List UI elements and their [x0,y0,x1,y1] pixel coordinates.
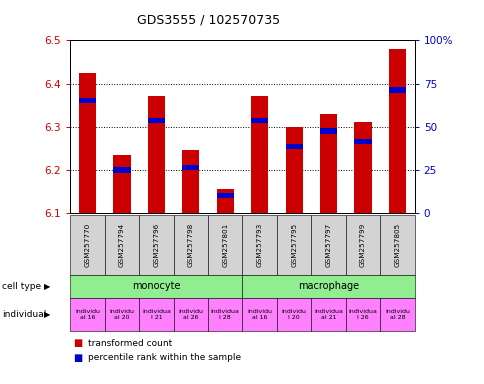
Text: individu
l 20: individu l 20 [281,310,306,320]
Bar [182,165,199,170]
Bar [148,118,165,123]
Bar [388,49,405,213]
Text: GSM257797: GSM257797 [325,223,331,267]
Text: percentile rank within the sample: percentile rank within the sample [88,353,241,362]
Bar [79,98,96,103]
Text: GSM257798: GSM257798 [187,223,194,267]
Bar [251,118,268,123]
Text: GSM257793: GSM257793 [256,223,262,267]
Text: individual: individual [2,310,46,319]
Bar [285,127,302,213]
Text: monocyte: monocyte [132,281,180,291]
Bar [354,139,371,144]
Bar [113,155,130,213]
Text: individu
al 28: individu al 28 [384,310,409,320]
Text: cell type: cell type [2,282,42,291]
Text: individu
al 26: individu al 26 [178,310,203,320]
Text: macrophage: macrophage [297,281,359,291]
Bar [354,122,371,213]
Text: GSM257799: GSM257799 [359,223,365,267]
Text: ▶: ▶ [44,282,51,291]
Text: ■: ■ [73,338,82,348]
Text: individua
l 28: individua l 28 [211,310,239,320]
Text: GSM257801: GSM257801 [222,223,228,267]
Bar [113,167,130,172]
Text: ■: ■ [73,353,82,363]
Text: GDS3555 / 102570735: GDS3555 / 102570735 [136,13,280,26]
Bar [319,114,336,213]
Bar [148,96,165,213]
Text: GSM257770: GSM257770 [84,223,91,267]
Text: individua
al 21: individua al 21 [314,310,342,320]
Text: ▶: ▶ [44,310,51,319]
Text: individu
al 20: individu al 20 [109,310,134,320]
Bar [216,193,233,199]
Text: individua
l 21: individua l 21 [142,310,170,320]
Bar [319,128,336,134]
Text: individu
al 16: individu al 16 [75,310,100,320]
Bar [388,88,405,93]
Text: transformed count: transformed count [88,339,172,348]
Bar [251,96,268,213]
Text: GSM257795: GSM257795 [290,223,297,267]
Bar [182,151,199,213]
Text: individua
l 26: individua l 26 [348,310,377,320]
Text: GSM257796: GSM257796 [153,223,159,267]
Bar [285,144,302,149]
Text: GSM257794: GSM257794 [119,223,125,267]
Text: GSM257805: GSM257805 [393,223,400,267]
Bar [216,189,233,213]
Bar [79,73,96,213]
Text: individu
al 16: individu al 16 [247,310,272,320]
